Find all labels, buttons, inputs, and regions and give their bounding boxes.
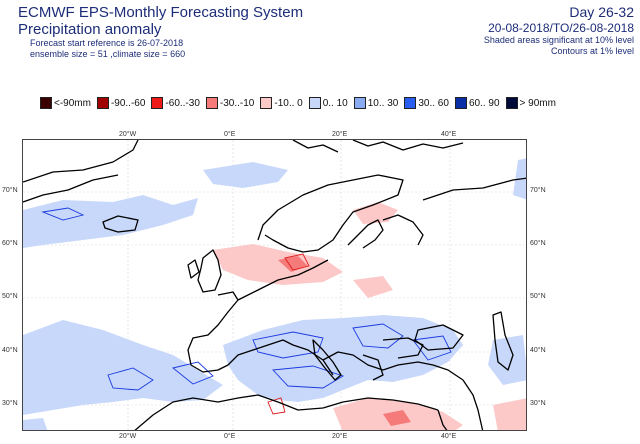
map-subtitle: Precipitation anomaly	[18, 21, 162, 38]
lat-label-left: 40°N	[2, 347, 18, 354]
color-legend: <-90mm -90..-60 -60..-30 -30..-10 -10.. 0 0..…	[40, 95, 562, 111]
legend-label: -60..-30	[165, 97, 200, 109]
legend-swatch	[353, 97, 366, 109]
legend-label: -10.. 0	[274, 97, 303, 109]
shaded-note: Shaded areas significant at 10% level	[483, 35, 634, 45]
legend-item: > 90mm	[505, 97, 556, 109]
lon-label-top: 20°W	[119, 131, 137, 138]
day-range: Day 26-32	[569, 4, 634, 20]
lon-label-top: 40°E	[441, 131, 457, 138]
lat-label-left: 60°N	[2, 240, 18, 247]
legend-label: 60.. 90	[468, 97, 500, 109]
lon-label-bottom: 40°E	[441, 433, 457, 440]
lat-label-right: 30°N	[530, 400, 546, 407]
lat-label-right: 60°N	[530, 240, 546, 247]
legend-swatch	[96, 97, 109, 109]
legend-swatch	[151, 97, 164, 109]
legend-label: -30..-10	[219, 97, 255, 109]
positive-contours	[41, 207, 452, 391]
legend-swatch	[454, 97, 467, 109]
legend-item: -60..-30	[151, 97, 200, 109]
date-range: 20-08-2018/TO/26-08-2018	[488, 21, 634, 35]
forecast-reference: Forecast start reference is 26-07-2018	[30, 38, 184, 48]
lat-label-right: 50°N	[530, 293, 546, 300]
precipitation-map	[22, 139, 527, 431]
legend-swatch	[40, 97, 52, 109]
legend-swatch	[260, 97, 273, 109]
coastlines	[23, 140, 526, 430]
legend-label: > 90mm	[519, 97, 556, 109]
legend-label: <-90mm	[54, 97, 91, 109]
legend-item: 10.. 30	[353, 97, 399, 109]
lon-label-top: 20°E	[332, 131, 348, 138]
lon-label-bottom: 20°W	[119, 433, 137, 440]
header-left: ECMWF EPS-Monthly Forecasting System Pre…	[18, 4, 303, 60]
lat-label-left: 70°N	[2, 187, 18, 194]
header-right: Day 26-32 20-08-2018/TO/26-08-2018 Shade…	[484, 4, 634, 57]
legend-label: 30.. 60	[418, 97, 449, 109]
legend-item: -90..-60	[96, 97, 146, 109]
legend-swatch	[205, 97, 218, 109]
lat-label-right: 70°N	[530, 187, 546, 194]
legend-item: -10.. 0	[260, 97, 303, 109]
legend-swatch	[308, 97, 321, 109]
legend-label: -90..-60	[110, 97, 146, 109]
lon-label-bottom: 0°E	[224, 433, 236, 440]
map-canvas	[23, 140, 526, 430]
legend-item: <-90mm	[40, 97, 91, 109]
contour-note: Contours at 1% level	[550, 46, 634, 56]
legend-item: 60.. 90	[454, 97, 500, 109]
lat-label-right: 40°N	[530, 347, 546, 354]
lat-label-left: 50°N	[2, 293, 18, 300]
lon-label-top: 0°E	[224, 131, 236, 138]
map-title: ECMWF EPS-Monthly Forecasting System	[18, 4, 304, 21]
ensemble-size: ensemble size = 51 ,climate size = 660	[30, 49, 186, 59]
legend-label: 10.. 30	[367, 97, 399, 109]
legend-item: 30.. 60	[404, 97, 449, 109]
negative-contours	[267, 253, 310, 415]
legend-item: 0.. 10	[308, 97, 348, 109]
lon-label-bottom: 20°E	[332, 433, 348, 440]
legend-swatch	[505, 97, 518, 109]
positive-anomaly-areas	[23, 158, 526, 430]
legend-label: 0.. 10	[322, 97, 348, 109]
legend-item: -30..-10	[205, 97, 255, 109]
lat-label-left: 30°N	[2, 400, 18, 407]
legend-swatch	[404, 97, 417, 109]
